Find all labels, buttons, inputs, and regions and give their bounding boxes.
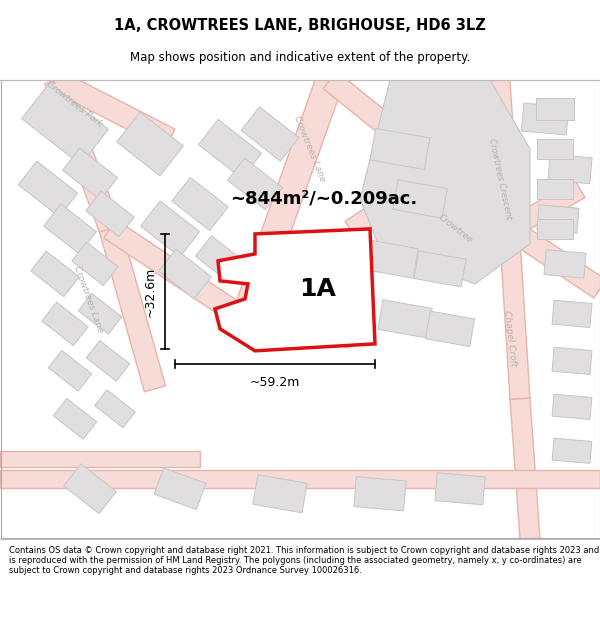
- Polygon shape: [62, 148, 118, 200]
- Polygon shape: [22, 83, 109, 165]
- Polygon shape: [44, 76, 121, 232]
- Polygon shape: [414, 251, 466, 287]
- Polygon shape: [215, 229, 375, 351]
- Polygon shape: [64, 464, 116, 514]
- Polygon shape: [393, 180, 447, 218]
- Text: Crowtrees Park: Crowtrees Park: [45, 79, 105, 129]
- Text: ~32.6m: ~32.6m: [144, 266, 157, 316]
- Polygon shape: [95, 390, 136, 428]
- Text: Chapel Croft: Chapel Croft: [502, 311, 518, 368]
- Polygon shape: [241, 107, 299, 161]
- Polygon shape: [548, 154, 592, 184]
- Text: Map shows position and indicative extent of the property.: Map shows position and indicative extent…: [130, 51, 470, 64]
- Polygon shape: [72, 242, 118, 286]
- Text: ~59.2m: ~59.2m: [250, 376, 300, 389]
- Polygon shape: [31, 251, 79, 297]
- Polygon shape: [537, 179, 573, 199]
- Polygon shape: [552, 394, 592, 419]
- Polygon shape: [0, 451, 200, 467]
- Polygon shape: [345, 161, 445, 236]
- Polygon shape: [227, 158, 283, 210]
- Polygon shape: [78, 294, 122, 334]
- Polygon shape: [86, 341, 130, 381]
- Polygon shape: [370, 129, 430, 169]
- Polygon shape: [504, 220, 600, 298]
- Text: Crowtree: Crowtree: [436, 213, 474, 245]
- Text: Contains OS data © Crown copyright and database right 2021. This information is : Contains OS data © Crown copyright and d…: [9, 546, 599, 576]
- Polygon shape: [510, 398, 540, 539]
- Polygon shape: [521, 103, 569, 135]
- Polygon shape: [425, 311, 475, 346]
- Polygon shape: [360, 80, 530, 284]
- Polygon shape: [362, 239, 418, 278]
- Polygon shape: [104, 220, 251, 328]
- Text: 1A: 1A: [299, 277, 337, 301]
- Polygon shape: [536, 98, 574, 120]
- Text: Crowtrees Lane: Crowtrees Lane: [72, 264, 104, 334]
- Polygon shape: [100, 226, 166, 392]
- Polygon shape: [50, 70, 175, 149]
- Polygon shape: [116, 112, 184, 176]
- Text: 1A, CROWTREES LANE, BRIGHOUSE, HD6 3LZ: 1A, CROWTREES LANE, BRIGHOUSE, HD6 3LZ: [114, 18, 486, 33]
- Polygon shape: [140, 201, 200, 257]
- Polygon shape: [505, 180, 585, 238]
- Polygon shape: [354, 477, 406, 511]
- Polygon shape: [537, 219, 573, 239]
- Polygon shape: [48, 351, 92, 391]
- Polygon shape: [154, 468, 206, 509]
- Polygon shape: [552, 300, 592, 328]
- Polygon shape: [490, 79, 530, 399]
- Polygon shape: [544, 250, 586, 278]
- Polygon shape: [552, 438, 592, 463]
- Polygon shape: [172, 177, 228, 231]
- Polygon shape: [42, 302, 88, 346]
- Text: Crowtrees Lane: Crowtrees Lane: [293, 114, 328, 183]
- Polygon shape: [433, 161, 517, 238]
- Polygon shape: [199, 119, 262, 179]
- Polygon shape: [244, 310, 352, 348]
- Polygon shape: [0, 470, 600, 488]
- Polygon shape: [86, 191, 134, 237]
- Polygon shape: [253, 474, 307, 513]
- Polygon shape: [44, 204, 97, 254]
- Polygon shape: [323, 71, 447, 178]
- Polygon shape: [18, 161, 78, 217]
- Polygon shape: [537, 139, 573, 159]
- Polygon shape: [435, 472, 485, 505]
- Polygon shape: [53, 399, 97, 439]
- Polygon shape: [378, 300, 432, 338]
- Polygon shape: [232, 75, 343, 324]
- Polygon shape: [158, 249, 211, 299]
- Text: Crowtrees Crescent: Crowtrees Crescent: [487, 138, 513, 220]
- Text: ~844m²/~0.209ac.: ~844m²/~0.209ac.: [230, 190, 417, 208]
- Polygon shape: [196, 236, 245, 282]
- Polygon shape: [552, 348, 592, 374]
- Polygon shape: [537, 205, 579, 233]
